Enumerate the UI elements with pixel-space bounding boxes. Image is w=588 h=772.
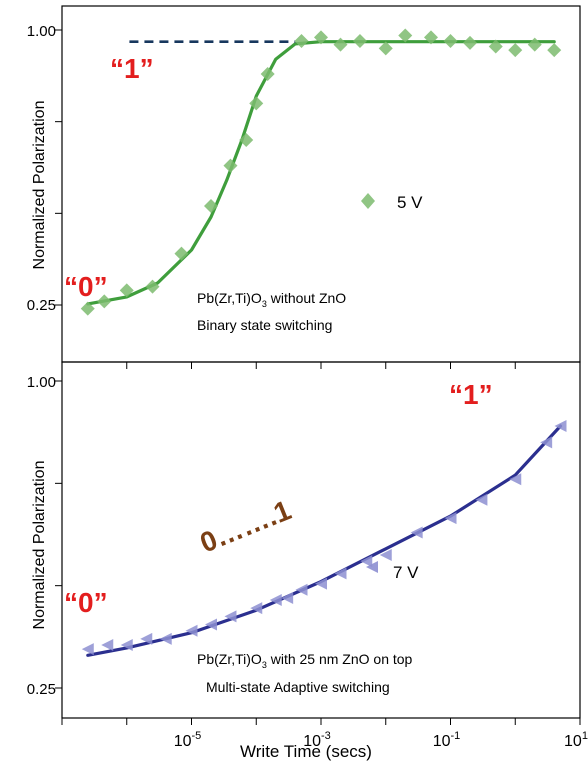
bot-data-point (224, 610, 237, 623)
top-y-tick-label-1: 1.00 (27, 23, 56, 40)
bot-data-point (204, 618, 217, 631)
x-tick-label-2: 10-3 (303, 730, 331, 750)
top-data-point (119, 283, 134, 298)
top-data-point (203, 199, 218, 213)
top-data-point (443, 34, 458, 48)
top-data-point (488, 39, 503, 54)
bottom-x-axis-label: Write Time (secs) (240, 742, 372, 761)
x-tick-base: 10 (174, 733, 192, 750)
bottom-y-tick-label-1: 1.00 (27, 374, 56, 391)
bot-data-point (159, 632, 172, 645)
top-data-point (333, 37, 348, 52)
top-data-point (294, 34, 309, 48)
bottom-y-axis (55, 380, 62, 689)
top-data-point (424, 30, 439, 45)
bottom-legend: 7 V (366, 561, 419, 582)
x-tick-exponent: 1 (582, 730, 588, 742)
bot-data-point (185, 624, 198, 637)
bottom-legend-label: 7 V (393, 563, 419, 582)
bot-data-point (295, 583, 308, 596)
top-data-point (260, 67, 275, 81)
x-tick-label-1: 10-5 (174, 730, 202, 750)
top-material-main: Pb(Zr,Ti)O (197, 290, 262, 306)
bot-data-point (140, 632, 153, 645)
bot-data-point (269, 593, 282, 606)
bot-data-point (101, 639, 114, 652)
top-material-rest: without ZnO (267, 290, 346, 306)
top-mode-label: Binary state switching (197, 317, 332, 333)
top-data-point (239, 133, 254, 147)
bot-data-point (540, 436, 553, 449)
top-data-point (398, 28, 413, 43)
x-tick-base: 10 (564, 733, 582, 750)
bottom-panel: 1.00 0.25 Normalized Polarization 10-5 10… (27, 361, 588, 761)
bottom-y-axis-label: Normalized Polarization (31, 461, 48, 630)
x-tick-label-4: 101 (564, 730, 588, 750)
bottom-state-zero-label: “0” (64, 587, 108, 618)
bot-data-point (360, 555, 373, 568)
x-tick-label-3: 10-1 (433, 730, 461, 750)
x-tick-exponent: -1 (451, 730, 461, 742)
bot-data-point (509, 473, 522, 486)
bottom-data-points (81, 420, 567, 656)
bottom-x-tick-labels: 10-5 10-3 10-1 101 (174, 730, 588, 750)
bot-data-point (250, 602, 263, 615)
x-tick-exponent: -3 (321, 730, 331, 742)
top-data-point (249, 96, 264, 111)
bot-data-point (444, 512, 457, 525)
top-material-subscript: 3 (262, 299, 267, 309)
top-data-point (223, 158, 238, 173)
bottom-material-main: Pb(Zr,Ti)O (197, 651, 262, 667)
top-panel: 1.00 0.25 Normalized Polarization “1” “0… (27, 5, 581, 369)
top-data-point (97, 294, 112, 309)
bot-data-point (315, 577, 327, 590)
bot-fit-line (86, 424, 563, 657)
bot-data-point (120, 639, 133, 652)
bottom-material-label: Pb(Zr,Ti)O3 with 25 nm ZnO on top (197, 651, 413, 670)
top-data-point (352, 34, 367, 48)
top-y-axis (55, 29, 62, 306)
top-data-point (174, 246, 189, 261)
bot-data-point (554, 420, 567, 433)
bottom-progress-label: 0…….1 (196, 494, 296, 558)
top-data-point (80, 301, 95, 316)
bottom-x-axis (61, 718, 581, 725)
top-data-points (80, 28, 562, 316)
top-material-label: Pb(Zr,Ti)O3 without ZnO (197, 290, 346, 309)
top-y-axis-label: Normalized Polarization (31, 101, 48, 270)
top-data-point (547, 43, 562, 58)
x-tick-base: 10 (433, 733, 451, 750)
bottom-mode-label: Multi-state Adaptive switching (206, 679, 390, 695)
bottom-material-rest: with 25 nm ZnO on top (267, 651, 413, 667)
top-data-point (145, 279, 160, 294)
top-state-zero-label: “0” (64, 271, 108, 302)
bottom-y-tick-label-2: 0.25 (27, 681, 56, 698)
top-legend-label: 5 V (397, 193, 423, 212)
bot-data-point (410, 526, 423, 539)
top-legend-marker (361, 193, 375, 209)
bottom-material-subscript: 3 (262, 660, 267, 670)
x-tick-base: 10 (303, 733, 321, 750)
top-state-one-label: “1” (110, 53, 154, 84)
bot-data-point (334, 567, 347, 580)
top-fit-line (86, 40, 556, 306)
top-y-tick-label-2: 0.25 (27, 297, 56, 314)
bottom-fit-curve (86, 424, 563, 657)
top-data-point (314, 30, 328, 45)
bot-data-point (281, 591, 294, 604)
bot-data-point (379, 548, 392, 561)
top-data-point (378, 41, 393, 56)
top-fit-curve (86, 40, 556, 306)
top-legend: 5 V (361, 193, 423, 212)
top-data-point (527, 37, 542, 52)
bottom-state-one-label: “1” (449, 379, 493, 410)
x-tick-exponent: -5 (192, 730, 202, 742)
top-data-point (508, 43, 523, 58)
bot-data-point (81, 643, 94, 656)
top-data-point (462, 35, 477, 50)
bot-data-point (475, 493, 488, 506)
bottom-legend-marker (366, 561, 378, 573)
